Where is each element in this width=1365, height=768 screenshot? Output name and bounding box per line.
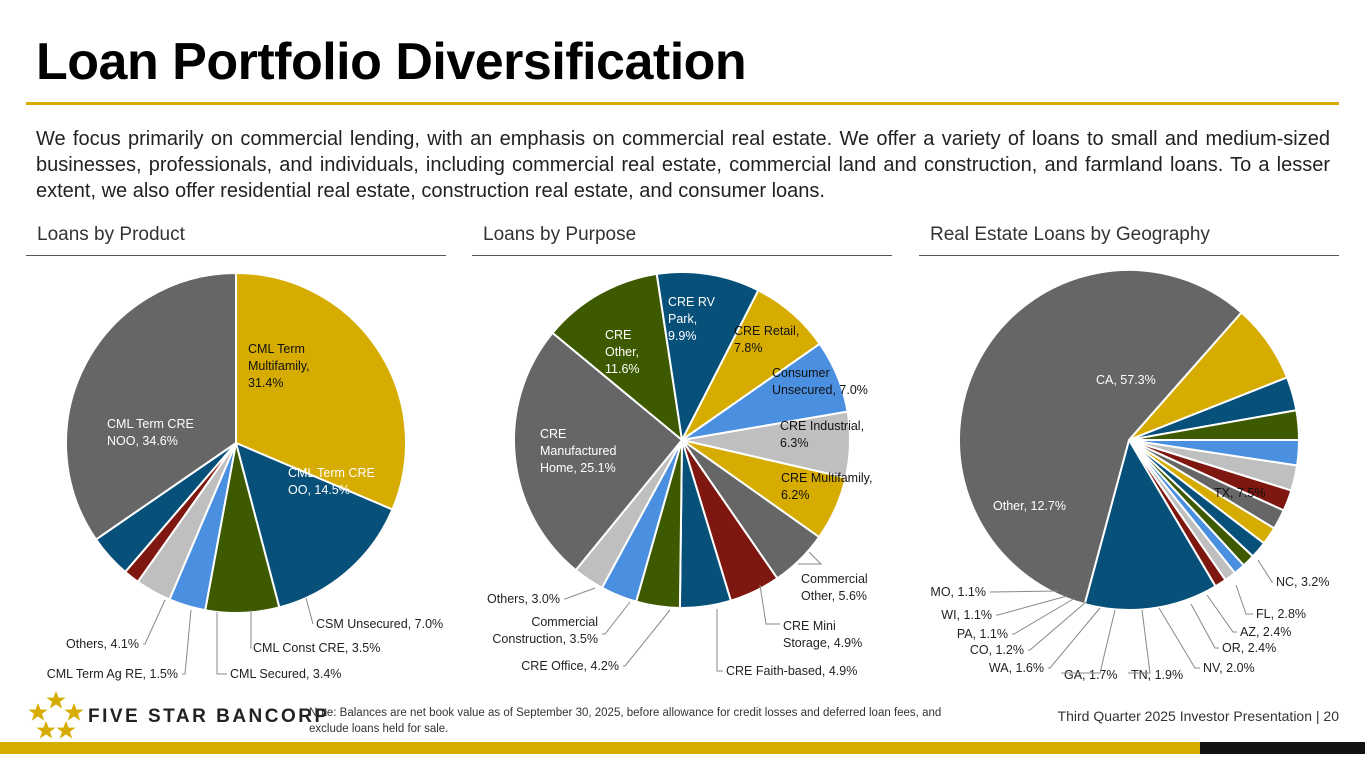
pie-label: CSM Unsecured, 7.0%: [316, 617, 443, 631]
pie-label: CRE Office, 4.2%: [521, 659, 619, 673]
leader-line: [759, 584, 780, 625]
pie-label: CRE Industrial, 6.3%: [780, 419, 864, 450]
leader-line: [1012, 597, 1076, 635]
pie-label: PA, 1.1%: [957, 627, 1008, 641]
pie-slice-cml-term-cre-oo: [234, 441, 394, 609]
footer-bar-gold: [0, 742, 1200, 754]
pie-label: CRE Faith-based, 4.9%: [726, 664, 857, 678]
leader-line: [623, 609, 671, 667]
pie-slice-cml-term-multifamily: [235, 271, 407, 511]
pie-label: CRE Other, 11.6%: [605, 328, 640, 376]
pie-label: WI, 1.1%: [941, 608, 992, 622]
pie-label: MO, 1.1%: [930, 585, 986, 599]
section-divider: [472, 255, 892, 256]
chart-title-loans-by-purpose: Loans by Purpose: [483, 224, 637, 245]
pie-slice-cml-term-cre-noo: [65, 271, 237, 541]
pie-label: CML Term CRE NOO, 34.6%: [107, 417, 194, 448]
leader-line: [1128, 609, 1151, 674]
pie-label: CRE Manufactured Home, 25.1%: [540, 427, 616, 475]
title-underline: [26, 102, 1339, 105]
pie-label: TN, 1.9%: [1131, 668, 1183, 682]
pie-label: CML Term Ag RE, 1.5%: [47, 667, 178, 681]
leader-line: [990, 590, 1059, 593]
leader-line: [1048, 607, 1101, 669]
pie-label: WA, 1.6%: [989, 661, 1044, 675]
section-divider: [26, 255, 446, 256]
pie-label: CML Term CRE OO, 14.5%: [288, 466, 375, 497]
pie-label: Commercial Construction, 3.5%: [492, 615, 598, 646]
pie-slice-cre-other: [551, 272, 684, 443]
pie-label: CML Term Multifamily, 31.4%: [248, 342, 310, 390]
pie-label: TX, 7.5%: [1214, 486, 1265, 500]
leader-line: [182, 609, 192, 675]
footnote: Note: Balances are net book value as of …: [309, 707, 942, 735]
leader-line: [798, 551, 823, 565]
leader-line: [143, 599, 166, 645]
leader-line: [1235, 584, 1253, 615]
pie-label: CML Secured, 3.4%: [230, 667, 341, 681]
presentation-page-label: Third Quarter 2025 Investor Presentation…: [1057, 708, 1339, 724]
leader-line: [305, 597, 314, 625]
pie-label: Others, 4.1%: [66, 637, 139, 651]
leader-line: [1206, 594, 1237, 633]
chart-title-loans-by-product: Loans by Product: [37, 224, 185, 245]
pie-slice-other: [1083, 437, 1217, 611]
leader-line: [716, 609, 723, 672]
intro-paragraph: We focus primarily on commercial lending…: [36, 128, 1330, 202]
pie-label: CO, 1.2%: [970, 643, 1024, 657]
brand-wordmark: FIVE STAR BANCORP: [88, 706, 330, 727]
leader-line: [216, 612, 227, 675]
pie-label: NC, 3.2%: [1276, 575, 1330, 589]
leader-line: [1190, 603, 1219, 649]
leader-line: [564, 587, 596, 600]
pie-label: Others, 3.0%: [487, 592, 560, 606]
pie-label: GA, 1.7%: [1064, 668, 1118, 682]
pie-label: Other, 12.7%: [993, 499, 1066, 513]
leader-line: [996, 595, 1068, 616]
leader-line: [1028, 601, 1087, 651]
pie-slice-cre-rv-park: [655, 271, 760, 444]
pie-label: OR, 2.4%: [1222, 641, 1276, 655]
page-title: Loan Portfolio Diversification: [36, 33, 747, 91]
pie-label: CRE Mini Storage, 4.9%: [783, 619, 862, 650]
pie-label: FL, 2.8%: [1256, 607, 1306, 621]
leader-line: [1158, 607, 1200, 669]
pie-slice-ca: [958, 269, 1243, 606]
pie-chart-loans-by-purpose: CRE Retail, 7.8% Consumer Unsecured, 7.0% CR…: [487, 271, 872, 678]
pie-label: NV, 2.0%: [1203, 661, 1255, 675]
section-divider: [919, 255, 1339, 256]
leader-line: [1061, 609, 1116, 674]
pie-label: CRE RV Park, 9.9%: [668, 295, 716, 343]
footer-bar-black: [1200, 742, 1365, 754]
leader-line: [602, 601, 631, 635]
pie-label: CRE Multifamily, 6.2%: [781, 471, 872, 502]
pie-slice-cre-manufactured-home: [512, 331, 684, 572]
pie-label: CRE Retail, 7.8%: [734, 324, 799, 355]
pie-label: AZ, 2.4%: [1240, 625, 1291, 639]
pie-chart-geography: TX, 7.5% NC, 3.2% FL, 2.8% AZ, 2.4% OR, 2.4%…: [930, 269, 1330, 682]
pie-label: Consumer Unsecured, 7.0%: [772, 366, 868, 397]
chart-title-geography: Real Estate Loans by Geography: [930, 224, 1210, 245]
leader-line: [250, 610, 252, 649]
pie-label: Commercial Other, 5.6%: [801, 572, 868, 603]
five-star-logo-icon: [28, 691, 84, 739]
pie-chart-loans-by-product: CML Term Multifamily, 31.4% CML Term CRE OO,…: [47, 271, 443, 681]
leader-line: [1257, 559, 1273, 583]
pie-label: CML Const CRE, 3.5%: [253, 641, 380, 655]
pie-label: CA, 57.3%: [1096, 373, 1156, 387]
